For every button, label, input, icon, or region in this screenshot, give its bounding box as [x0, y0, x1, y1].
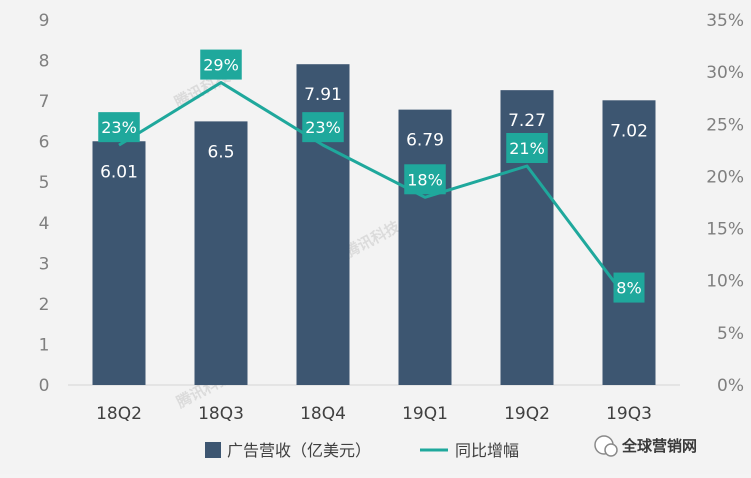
- bar: [194, 121, 248, 385]
- growth-label-box: [98, 112, 140, 143]
- bar-data-labels: 6.01 6.5 7.91 6.79 7.27 7.02: [100, 85, 648, 182]
- growth-data-labels: 23% 29% 23% 18% 21% 8%: [98, 49, 645, 303]
- left-axis-tick: 5: [39, 173, 50, 193]
- bar-value-label: 6.79: [406, 131, 444, 151]
- x-axis-category: 19Q2: [504, 404, 550, 424]
- x-axis-category: 18Q4: [300, 404, 346, 424]
- growth-label-box: [613, 272, 645, 303]
- legend-bar-swatch: [205, 442, 221, 458]
- legend-bar-label: 广告营收（亿美元）: [227, 441, 371, 460]
- growth-value-label: 8%: [616, 279, 641, 298]
- left-axis-tick: 4: [39, 214, 50, 234]
- left-axis-tick: 0: [39, 376, 50, 396]
- growth-value-label: 23%: [101, 118, 137, 137]
- right-axis-tick: 10%: [706, 272, 744, 292]
- x-axis-categories: 18Q2 18Q3 18Q4 19Q1 19Q2 19Q3: [96, 404, 652, 424]
- right-axis-tick: 0%: [717, 376, 744, 396]
- right-axis-tick: 35%: [706, 11, 744, 31]
- bar-value-label: 7.91: [304, 85, 342, 105]
- bar-series: [92, 64, 656, 386]
- bar: [92, 141, 146, 385]
- bar-value-label: 6.01: [100, 162, 138, 182]
- legend-line-label: 同比增幅: [455, 441, 519, 460]
- bar: [602, 100, 656, 386]
- left-axis-tick: 7: [39, 92, 50, 112]
- bar: [398, 109, 452, 385]
- left-axis-tick: 1: [39, 335, 50, 355]
- x-axis-category: 19Q3: [606, 404, 652, 424]
- growth-label-box: [200, 49, 242, 80]
- bar-value-label: 6.5: [207, 142, 234, 162]
- growth-label-box: [302, 112, 344, 143]
- source-mark-text: 全球营销网: [621, 437, 697, 455]
- right-axis-tick: 5%: [717, 324, 744, 344]
- growth-value-label: 21%: [509, 139, 545, 158]
- left-axis-tick: 2: [39, 295, 50, 315]
- right-axis-tick: 15%: [706, 220, 744, 240]
- x-axis-category: 19Q1: [402, 404, 448, 424]
- growth-label-box: [404, 164, 446, 195]
- x-axis-category: 18Q2: [96, 404, 142, 424]
- right-axis-tick: 25%: [706, 115, 744, 135]
- source-mark: 全球营销网: [594, 435, 697, 457]
- growth-line: [118, 81, 631, 303]
- right-axis-tick: 30%: [706, 63, 744, 83]
- wechat-icon-inner: [604, 443, 618, 457]
- left-axis-tick: 9: [39, 11, 50, 31]
- watermark-text: 腾讯科技: [341, 217, 404, 262]
- left-axis-tick: 6: [39, 133, 50, 153]
- x-axis-category: 18Q3: [198, 404, 244, 424]
- growth-value-label: 23%: [305, 118, 341, 137]
- growth-value-label: 18%: [407, 170, 443, 189]
- right-axis-tick: 20%: [706, 167, 744, 187]
- right-axis-ticks: 0% 5% 10% 15% 20% 25% 30% 35%: [706, 11, 744, 396]
- left-axis-ticks: 0 1 2 3 4 5 6 7 8 9: [39, 11, 50, 396]
- legend: 广告营收（亿美元） 同比增幅: [205, 441, 519, 460]
- left-axis-tick: 8: [39, 52, 50, 72]
- bar-value-label: 7.27: [508, 111, 546, 131]
- growth-label-box: [506, 133, 548, 163]
- growth-value-label: 29%: [203, 56, 239, 75]
- left-axis-tick: 3: [39, 254, 50, 274]
- bar-value-label: 7.02: [610, 121, 648, 141]
